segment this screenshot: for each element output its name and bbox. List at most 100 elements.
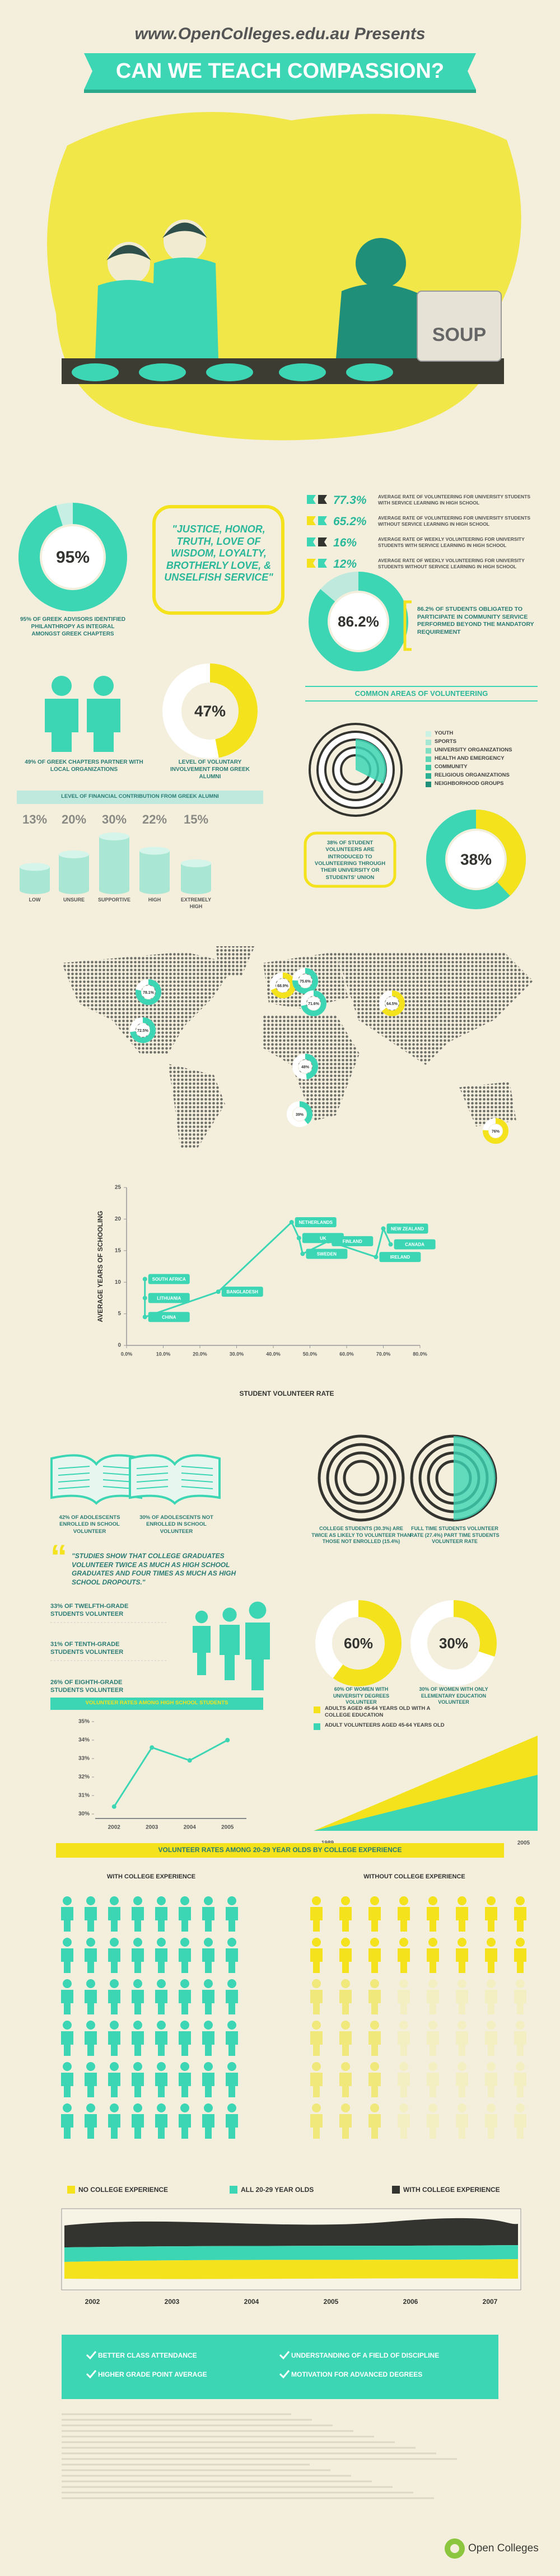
data-point [216, 1289, 221, 1294]
pictogram-body [85, 2073, 97, 2097]
target-ring [334, 1451, 388, 1505]
donut-arc [18, 503, 127, 611]
icon-body [87, 699, 120, 752]
legend-text: ADULTS AGED 45-64 YEARS OLD WITH A COLLE… [325, 1705, 431, 1719]
pictogram-head [399, 1979, 408, 1988]
women-elementary-text: 30% OF WOMEN WITH ONLY ELEMENTARY EDUCAT… [419, 1686, 488, 1705]
pictogram-head [487, 2103, 496, 2112]
bowl [346, 363, 393, 381]
rate-text: AVERAGE RATE OF VOLUNTEERING FOR UNIVERS… [378, 494, 531, 506]
pictogram-body [310, 1907, 323, 1932]
pictogram-body [61, 2114, 73, 2139]
legend-swatch [314, 1723, 320, 1730]
pictogram-head [133, 1979, 142, 1988]
pictogram-head [516, 2021, 525, 2030]
bowl [139, 363, 186, 381]
pictogram-head [370, 2062, 379, 2071]
book-line [136, 1466, 169, 1469]
pictogram-body [398, 2031, 410, 2056]
pictogram-body [61, 1990, 73, 2014]
person-body [151, 258, 218, 358]
title-banner [84, 53, 476, 90]
pictogram-body [108, 2031, 120, 2056]
book-line [58, 1472, 90, 1476]
bar-value-label: 22% [142, 812, 167, 826]
x-axis-title: STUDENT VOLUNTEER RATE [239, 1390, 334, 1397]
ribbon-icon [318, 516, 327, 525]
y-tick-label: 20 [115, 1216, 122, 1222]
pictogram-body [132, 2073, 144, 2097]
pictogram-body [514, 2031, 526, 2056]
pictogram-body [179, 1990, 191, 2014]
year-label: 2002 [85, 2298, 100, 2306]
data-point [225, 1738, 230, 1742]
data-point [142, 1277, 147, 1282]
point-tag [148, 1312, 190, 1322]
quote-frame [152, 505, 284, 615]
donut-arc [410, 1600, 497, 1686]
pictogram-body [226, 1948, 238, 1973]
y-tick-label: 0 [118, 1343, 121, 1349]
pictogram-body [155, 2073, 167, 2097]
pictogram-head [516, 1979, 525, 1988]
pictogram-body [61, 1907, 73, 1932]
data-point [187, 1758, 192, 1763]
pictogram-head [86, 1938, 95, 1947]
marker-center [136, 1023, 150, 1037]
bar-base [139, 886, 170, 894]
y-tick-label: 25 [115, 1185, 122, 1191]
pictogram-head [227, 2021, 236, 2030]
marker-label: 71.6% [308, 1002, 320, 1006]
pictogram-body [368, 1948, 381, 1973]
pictogram-body [202, 2114, 214, 2139]
pictogram-head [157, 1979, 166, 1988]
quote-mark: “ [50, 1538, 67, 1575]
pictogram-head [110, 2103, 119, 2112]
bar-value-label: 20% [62, 812, 86, 826]
pictogram-head [312, 1896, 321, 1905]
bowl [72, 363, 119, 381]
pictogram-body [456, 2114, 468, 2139]
pictogram-head [370, 2021, 379, 2030]
pictogram-head [133, 2103, 142, 2112]
pictogram-body [339, 2073, 352, 2097]
legend-swatch [314, 1707, 320, 1713]
pictogram-body [456, 1948, 468, 1973]
pictogram-head [180, 1938, 189, 1947]
marker-arc [136, 979, 161, 1005]
point-label: UK [320, 1236, 326, 1241]
legend-text: UNIVERSITY ORGANIZATIONS [435, 747, 512, 753]
pictogram-head [133, 2021, 142, 2030]
continent [168, 1064, 225, 1149]
pot-label: SOUP [432, 324, 486, 345]
pictogram-head [341, 1896, 350, 1905]
point-label: NEW ZEALAND [391, 1226, 424, 1231]
figure-head [195, 1610, 208, 1624]
donut-center [334, 1619, 382, 1667]
data-point [142, 1296, 147, 1301]
data-point [326, 1238, 331, 1243]
donut-label: 60% [344, 1635, 373, 1652]
data-point [381, 1226, 386, 1231]
data-point [142, 1315, 147, 1320]
pictogram-body [132, 1990, 144, 2014]
legend-text: ALL 20-29 YEAR OLDS [241, 2186, 314, 2194]
y-tick-label: 15 [115, 1247, 122, 1254]
marker-center [293, 1107, 306, 1121]
values-quote: "JUSTICE, HONOR, TRUTH, LOVE OF WISDOM, … [164, 523, 273, 583]
stream-dark [64, 2218, 518, 2247]
advisors-text: 95% OF GREEK ADVISORS IDENTIFIED PHILANT… [20, 616, 125, 637]
pictogram-head [516, 1896, 525, 1905]
pictogram-body [202, 2073, 214, 2097]
book-line [181, 1472, 213, 1476]
legend-swatch [426, 773, 431, 779]
y-tick-label: 10 [115, 1279, 122, 1285]
pictogram-body [179, 1907, 191, 1932]
pictogram-head [204, 2021, 213, 2030]
pictogram-head [341, 2021, 350, 2030]
bar-value-label: 30% [102, 812, 127, 826]
marker-center [142, 985, 155, 999]
pictogram-head [86, 2062, 95, 2071]
x-tick-label: 60.0% [339, 1351, 354, 1357]
pictogram-body [456, 2031, 468, 2056]
